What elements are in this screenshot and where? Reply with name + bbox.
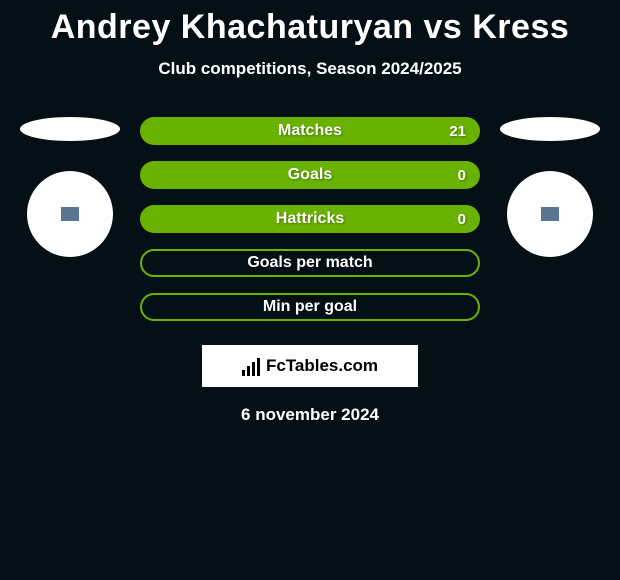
stat-label: Goals bbox=[288, 166, 332, 184]
stat-label: Matches bbox=[278, 122, 342, 140]
brand-chart-icon bbox=[242, 356, 260, 376]
player-right-photo-circle bbox=[507, 171, 593, 257]
date-text: 6 november 2024 bbox=[0, 405, 620, 425]
stat-bar-matches: Matches 21 bbox=[140, 117, 480, 145]
subtitle: Club competitions, Season 2024/2025 bbox=[0, 59, 620, 79]
stat-label: Hattricks bbox=[276, 210, 344, 228]
page-title: Andrey Khachaturyan vs Kress bbox=[0, 8, 620, 47]
stat-value: 0 bbox=[458, 211, 466, 228]
stat-bar-hattricks: Hattricks 0 bbox=[140, 205, 480, 233]
placeholder-image-icon bbox=[61, 207, 79, 221]
stat-bar-goals: Goals 0 bbox=[140, 161, 480, 189]
stat-bar-min-per-goal: Min per goal bbox=[140, 293, 480, 321]
infographic-container: Andrey Khachaturyan vs Kress Club compet… bbox=[0, 0, 620, 425]
stats-column: Matches 21 Goals 0 Hattricks 0 Goals per… bbox=[140, 117, 480, 321]
player-left-photo-circle bbox=[27, 171, 113, 257]
placeholder-image-icon bbox=[541, 207, 559, 221]
brand-text: FcTables.com bbox=[266, 356, 378, 376]
stat-label: Goals per match bbox=[247, 254, 372, 272]
player-left-column bbox=[20, 117, 120, 257]
stat-value: 21 bbox=[449, 123, 466, 140]
content-row: Matches 21 Goals 0 Hattricks 0 Goals per… bbox=[0, 117, 620, 321]
player-left-name-ellipse bbox=[20, 117, 120, 141]
player-right-column bbox=[500, 117, 600, 257]
brand-box: FcTables.com bbox=[202, 345, 418, 387]
stat-bar-goals-per-match: Goals per match bbox=[140, 249, 480, 277]
player-right-name-ellipse bbox=[500, 117, 600, 141]
stat-value: 0 bbox=[458, 167, 466, 184]
stat-label: Min per goal bbox=[263, 298, 357, 316]
